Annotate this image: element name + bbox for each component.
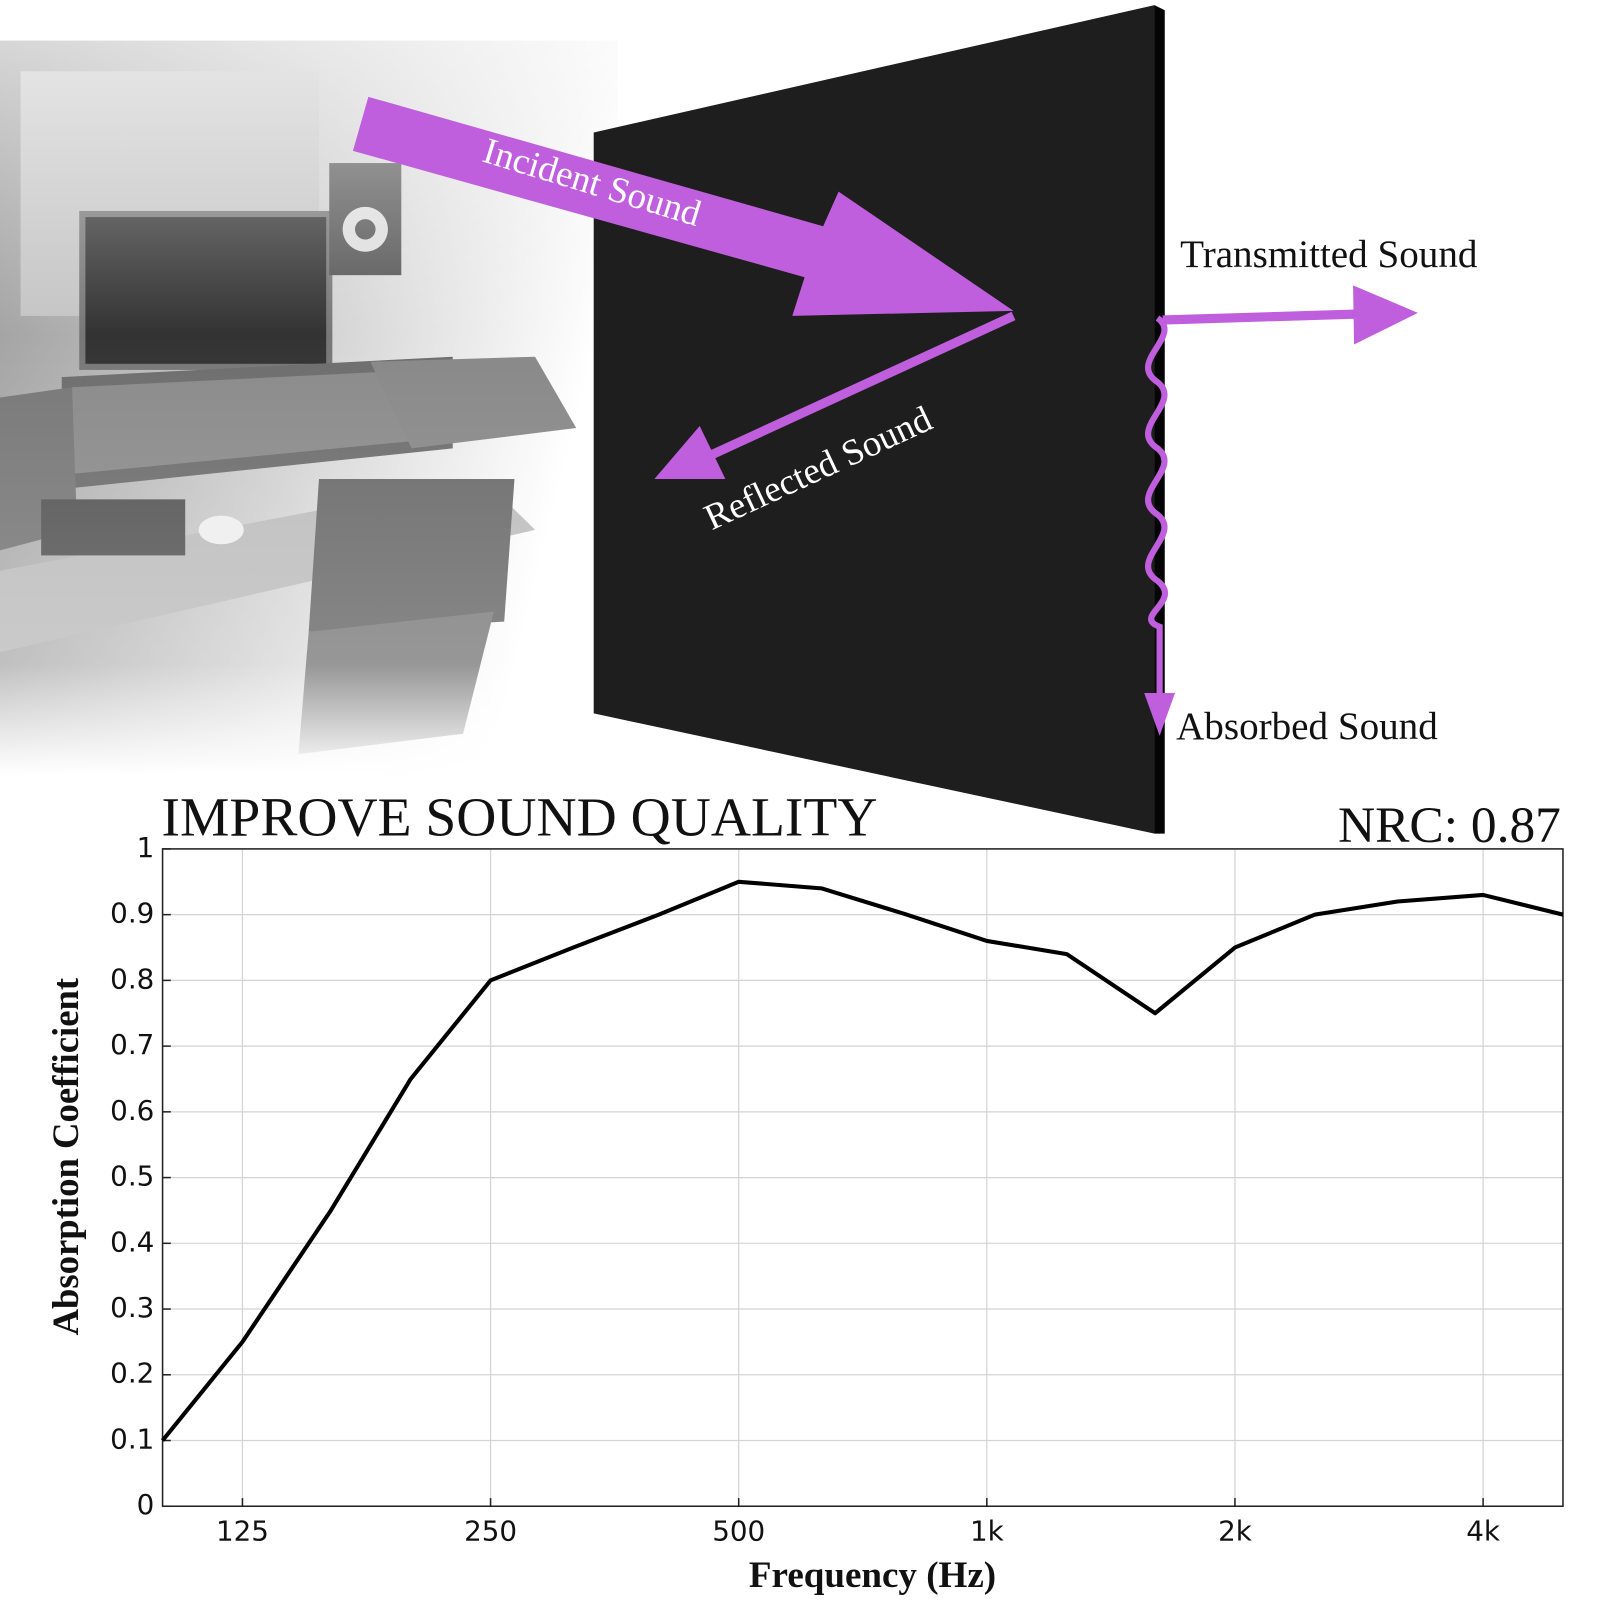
- y-tick-label: 0.4: [110, 1225, 154, 1258]
- reflected-arrow: [708, 311, 1016, 460]
- plot-frame: [161, 848, 1564, 1508]
- absorbed-label: Absorbed Sound: [1176, 705, 1438, 748]
- y-axis-label: Absorption Coefficient: [45, 977, 86, 1335]
- data-line: [160, 879, 1564, 1442]
- x-tick-label: 500: [712, 1515, 765, 1548]
- transmitted-arrow: [1162, 309, 1364, 325]
- y-tick-label: 1: [137, 831, 155, 864]
- y-tick-label: 0.3: [110, 1291, 154, 1324]
- y-tick-label: 0.8: [110, 962, 154, 995]
- absorbed-wave: [1145, 315, 1168, 693]
- y-tick-label: 0.6: [110, 1094, 154, 1127]
- chart-title: IMPROVE SOUND QUALITY: [162, 787, 878, 848]
- nrc-annotation: NRC: 0.87: [1338, 797, 1561, 854]
- x-tick-label: 2k: [1218, 1515, 1252, 1548]
- transmitted-arrowhead: [1353, 285, 1418, 345]
- x-axis-label: Frequency (Hz): [749, 1554, 996, 1596]
- y-tick-label: 0: [137, 1488, 155, 1521]
- x-tick-label: 250: [464, 1515, 517, 1548]
- x-tick-label: 4k: [1466, 1515, 1500, 1548]
- absorbed-arrowhead: [1144, 692, 1176, 736]
- y-tick-label: 0.9: [110, 897, 154, 930]
- incident-arrow: [352, 96, 1014, 316]
- x-tick-label: 1k: [970, 1515, 1004, 1548]
- y-tick-label: 0.2: [110, 1357, 154, 1390]
- reflected-arrowhead: [654, 425, 726, 479]
- y-tick-label: 0.1: [110, 1423, 154, 1456]
- y-tick-label: 0.5: [110, 1160, 154, 1193]
- plot: 0 0.1 0.2 0.3 0.4 0.5 0.6 0.7 0.8 0.9 1 125 250 500 1k…: [110, 831, 1564, 1548]
- x-tick-label: 125: [216, 1515, 269, 1548]
- transmitted-label: Transmitted Sound: [1180, 233, 1477, 276]
- y-tick-label: 0.7: [110, 1028, 154, 1061]
